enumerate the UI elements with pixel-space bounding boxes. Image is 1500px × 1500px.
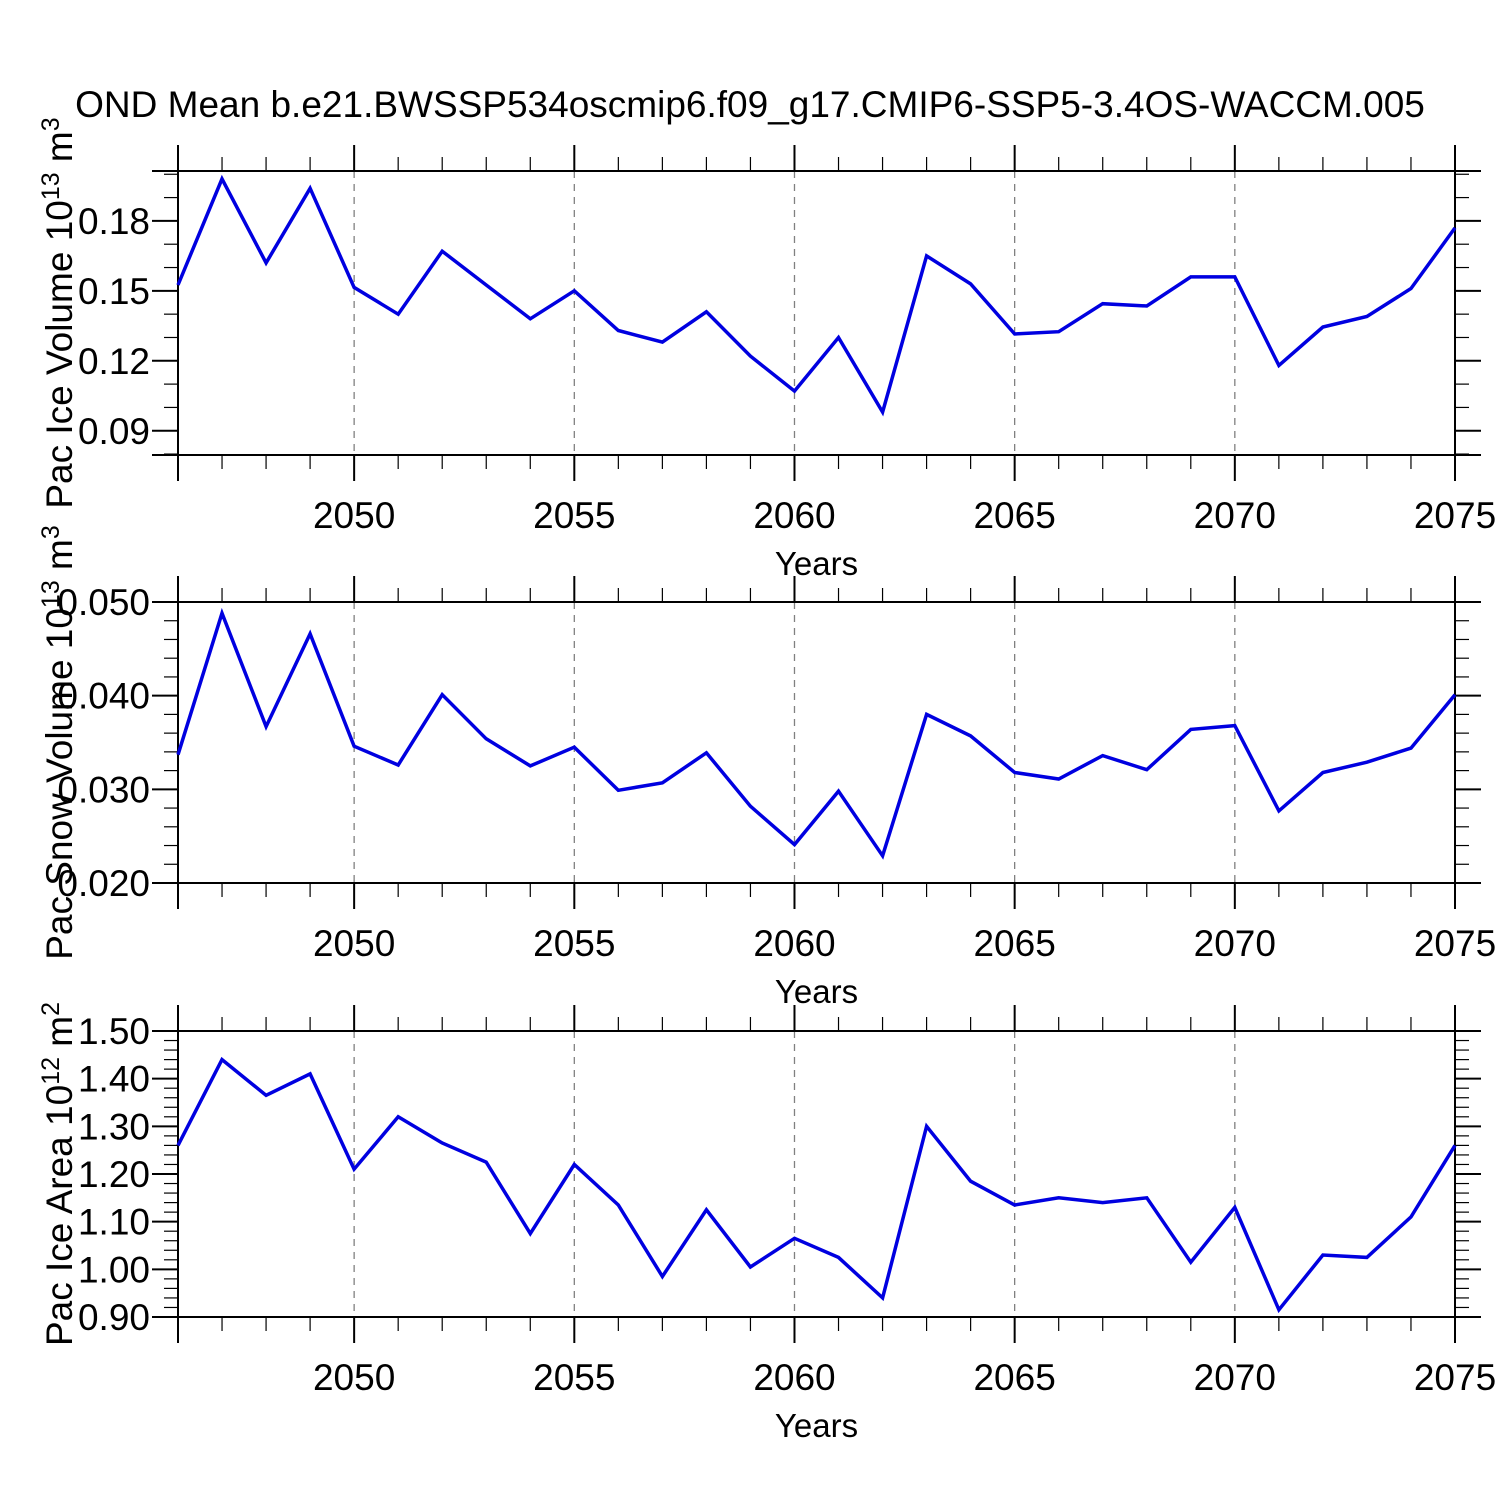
y-tick-label: 0.030: [57, 769, 150, 810]
x-tick-label: 2075: [1414, 923, 1496, 964]
series-line: [176, 607, 1457, 860]
chart-panel-3: 2050 2055 2060 2065 2070 2075 Years 0.90 1.00 1.1…: [37, 1002, 1496, 1444]
x-tick-label: 2075: [1414, 495, 1496, 536]
chart-panel-1: 2050 2055 2060 2065 2070 2075 Years 0.09 0.12 0.1…: [37, 117, 1496, 582]
y-tick-label: 0.09: [78, 411, 150, 452]
x-tick-label: 2075: [1414, 1357, 1496, 1398]
y-tick-label: 1.30: [78, 1106, 150, 1147]
x-tick-label: 2050: [313, 1357, 395, 1398]
y-tick-label: 0.040: [57, 676, 150, 717]
y-tick-label: 1.40: [78, 1059, 150, 1100]
y-tick-label: 0.020: [57, 863, 150, 904]
y-tick-label: 1.50: [78, 1011, 150, 1052]
y-tick-label: 0.18: [78, 201, 150, 242]
chart-panel-2: 2050 2055 2060 2065 2070 2075 Years 0.020 0.030 0…: [37, 525, 1496, 1010]
y-axis-title: Pac Snow Volume 1013 m3: [37, 525, 80, 960]
x-tick-label: 2065: [973, 923, 1055, 964]
plot-frame: [177, 170, 1456, 456]
series-line: [176, 174, 1457, 417]
y-axis-title: Pac Ice Volume 1013 m3: [37, 117, 80, 508]
x-axis-title: Years: [775, 973, 858, 1010]
y-tick-label: 0.050: [57, 582, 150, 623]
x-tick-label: 2060: [753, 1357, 835, 1398]
y-tick-label: 0.90: [78, 1297, 150, 1338]
x-tick-label: 2070: [1194, 495, 1276, 536]
x-tick-label: 2070: [1194, 1357, 1276, 1398]
series-line: [176, 1056, 1457, 1314]
x-tick-label: 2055: [533, 495, 615, 536]
x-tick-label: 2060: [753, 495, 835, 536]
y-axis-title: Pac Ice Area 1012 m2: [37, 1002, 80, 1346]
x-tick-label: 2065: [973, 495, 1055, 536]
y-tick-label: 0.12: [78, 341, 150, 382]
y-tick-label: 1.20: [78, 1154, 150, 1195]
x-tick-label: 2070: [1194, 923, 1276, 964]
x-axis-title: Years: [775, 545, 858, 582]
x-axis-title: Years: [775, 1407, 858, 1444]
figure-title: OND Mean b.e21.BWSSP534oscmip6.f09_g17.C…: [75, 84, 1425, 125]
y-tick-label: 1.10: [78, 1202, 150, 1243]
plot-frame: [177, 601, 1456, 884]
y-tick-label: 0.15: [78, 271, 150, 312]
x-tick-label: 2055: [533, 1357, 615, 1398]
y-tick-label: 1.00: [78, 1249, 150, 1290]
x-tick-label: 2065: [973, 1357, 1055, 1398]
x-tick-label: 2055: [533, 923, 615, 964]
x-tick-label: 2050: [313, 923, 395, 964]
plot-frame: [177, 1030, 1456, 1318]
x-tick-label: 2060: [753, 923, 835, 964]
x-tick-label: 2050: [313, 495, 395, 536]
